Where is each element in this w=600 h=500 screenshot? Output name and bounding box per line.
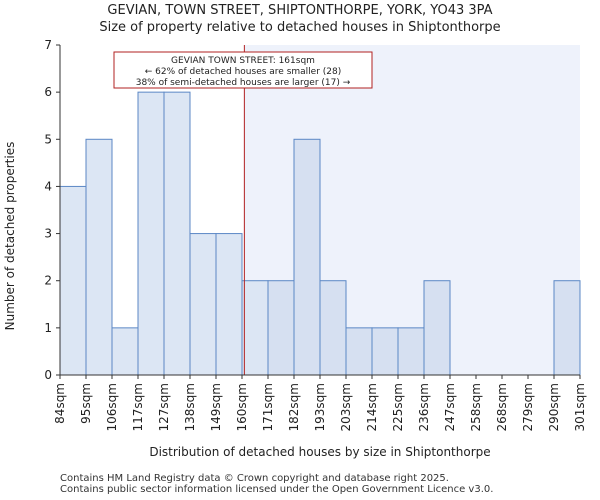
x-tick-label: 203sqm [339,383,353,431]
bar-95sqm [85,138,113,376]
bar-182sqm [293,138,321,376]
x-tick-label: 268sqm [495,383,509,431]
y-tick-label: 5 [44,132,52,146]
x-tick-label: 84sqm [53,383,67,424]
x-tick-label: 127sqm [157,383,171,431]
bar-193sqm [319,280,347,376]
bar-127sqm [163,91,191,376]
bar-117sqm [137,91,165,376]
bar-106sqm [111,327,139,376]
y-tick-label: 3 [44,227,52,241]
x-tick-label: 236sqm [417,383,431,431]
x-tick-label: 138sqm [183,383,197,431]
footer-line-1: Contains HM Land Registry data © Crown c… [60,473,449,484]
y-tick-label: 7 [44,38,52,52]
annotation-line-3: 38% of semi-detached houses are larger (… [136,78,351,88]
footer-line-2: Contains public sector information licen… [60,484,494,495]
y-tick-label: 4 [44,179,52,193]
x-tick-label: 95sqm [79,383,93,424]
bar-138sqm [189,233,217,376]
bar-160sqm [241,280,269,376]
chart-title: GEVIAN, TOWN STREET, SHIPTONTHORPE, YORK… [0,2,600,36]
footer: Contains HM Land Registry data © Crown c… [60,473,493,495]
bar-203sqm [345,327,373,376]
bar-214sqm [371,327,399,376]
y-tick-label: 1 [44,321,52,335]
y-axis-label: Number of detached properties [3,141,17,331]
title-line-1: GEVIAN, TOWN STREET, SHIPTONTHORPE, YORK… [107,3,493,18]
x-tick-label: 214sqm [365,383,379,431]
x-tick-label: 258sqm [469,383,483,431]
bar-149sqm [215,233,243,376]
x-tick-label: 106sqm [105,383,119,431]
y-tick-label: 6 [44,85,52,99]
bar-236sqm [423,280,451,376]
bar-290sqm [553,280,581,376]
y-tick-label: 0 [44,368,52,382]
x-tick-label: 279sqm [521,383,535,431]
bar-171sqm [267,280,295,376]
title-line-2: Size of property relative to detached ho… [99,20,501,35]
x-tick-label: 149sqm [209,383,223,431]
x-tick-label: 182sqm [287,383,301,431]
x-tick-label: 290sqm [547,383,561,431]
y-tick-label: 2 [44,274,52,288]
bar-84sqm [59,185,87,376]
annotation-line-1: GEVIAN TOWN STREET: 161sqm [171,56,315,66]
x-tick-label: 225sqm [391,383,405,431]
x-tick-label: 117sqm [131,383,145,431]
x-tick-label: 193sqm [313,383,327,431]
x-tick-label: 171sqm [261,383,275,431]
bar-225sqm [397,327,425,376]
x-tick-label: 301sqm [573,383,587,431]
x-tick-label: 160sqm [235,383,249,431]
annotation-box [113,51,373,89]
x-axis-label: Distribution of detached houses by size … [149,445,491,459]
x-tick-label: 247sqm [443,383,457,431]
annotation-line-2: ← 62% of detached houses are smaller (28… [145,67,342,77]
